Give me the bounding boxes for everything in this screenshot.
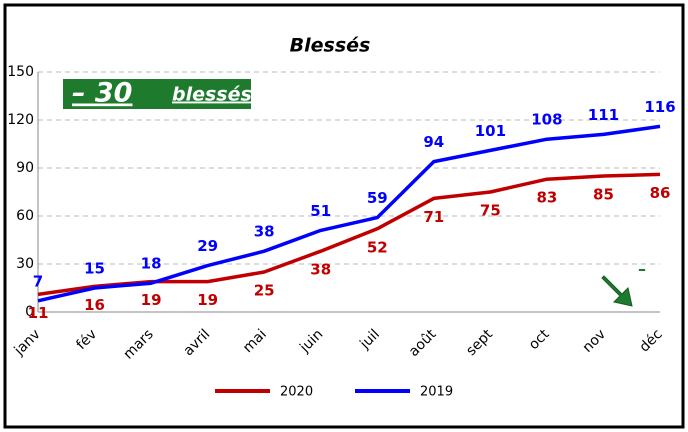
data-label: 38	[254, 223, 275, 241]
data-label: 75	[480, 202, 501, 220]
data-label: 108	[531, 111, 562, 129]
data-label: 51	[310, 202, 331, 220]
y-tick-label: 30	[16, 256, 34, 272]
data-label: 7	[33, 272, 43, 290]
legend-label: 2020	[280, 385, 313, 400]
data-label: 15	[84, 260, 105, 278]
data-label: 86	[650, 184, 671, 202]
line	[37, 124, 661, 303]
data-label: 19	[141, 291, 162, 309]
y-tick-label: 120	[7, 112, 34, 128]
data-label: 19	[197, 291, 218, 309]
arrow	[601, 275, 633, 307]
y-tick-label: 0	[25, 304, 34, 320]
data-label: 16	[84, 296, 105, 314]
y-tick-label: 60	[16, 208, 34, 224]
data-label: 83	[536, 189, 557, 207]
legend-label: 2019	[420, 385, 453, 400]
data-label: 18	[141, 255, 162, 273]
data-label: 94	[423, 133, 444, 151]
data-label: 116	[644, 98, 675, 116]
data-label: 111	[588, 106, 619, 124]
data-label: 101	[475, 122, 506, 140]
y-tick-label: 90	[16, 160, 34, 176]
data-label: 38	[310, 261, 331, 279]
data-label: 59	[367, 189, 388, 207]
annotation-box	[61, 77, 253, 111]
y-tick-label: 150	[7, 64, 34, 80]
data-label: 71	[423, 208, 444, 226]
annotation: blessés	[172, 84, 252, 106]
annotation: – 30	[72, 78, 132, 109]
data-label: 11	[28, 304, 49, 322]
data-label: 52	[367, 238, 388, 256]
annotation: –	[638, 260, 646, 279]
chart-title: Blessés	[290, 35, 371, 57]
data-label: 85	[593, 186, 614, 204]
data-label: 25	[254, 282, 275, 300]
data-label: 29	[197, 237, 218, 255]
